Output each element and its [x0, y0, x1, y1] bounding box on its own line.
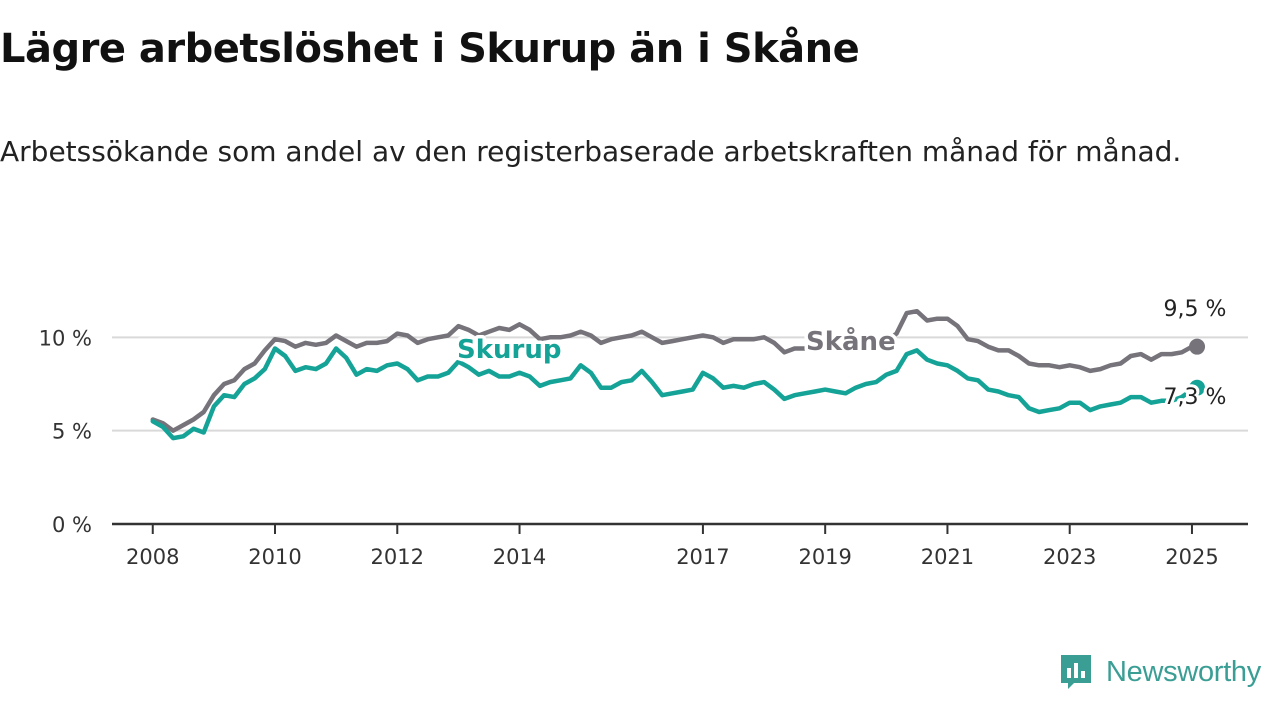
end-label-skurup: 7,3 %: [1164, 385, 1227, 410]
x-tick-label: 2021: [921, 545, 974, 569]
chart-title: Lägre arbetslöshet i Skurup än i Skåne: [0, 26, 860, 72]
newsworthy-chart-icon: [1061, 655, 1091, 689]
x-tick-label: 2012: [371, 545, 424, 569]
x-tick-label: 2023: [1043, 545, 1096, 569]
series-end-point: [1189, 379, 1206, 396]
x-tick-label: 2025: [1165, 545, 1218, 569]
y-tick-label: 5 %: [52, 420, 92, 444]
line-chart: 0 % 5 % 10 % 2008 2010 2012 2014 2017 2019 2021 20…: [38, 297, 1248, 569]
series-end-point: [1189, 338, 1206, 355]
series-label-skurup: Skurup: [457, 335, 561, 365]
x-tick-label: 2014: [493, 545, 546, 569]
x-tick-label: 2008: [126, 545, 179, 569]
x-tick-label: 2010: [248, 545, 301, 569]
chart-subtitle: Arbetssökande som andel av den registerb…: [0, 135, 1182, 168]
series-line-skurup: [150, 346, 1200, 441]
brand-name: Newsworthy: [1106, 655, 1261, 688]
end-label-skane: 9,5 %: [1164, 297, 1227, 322]
x-tick-label: 2017: [676, 545, 729, 569]
y-tick-label: 0 %: [52, 513, 92, 537]
series-label-skane: Skåne: [806, 325, 896, 357]
x-tick-label: 2019: [798, 545, 851, 569]
y-tick-label: 10 %: [39, 326, 92, 350]
newsworthy-logo: Newsworthy: [1058, 652, 1261, 692]
series-line-skåne: [150, 308, 1200, 433]
